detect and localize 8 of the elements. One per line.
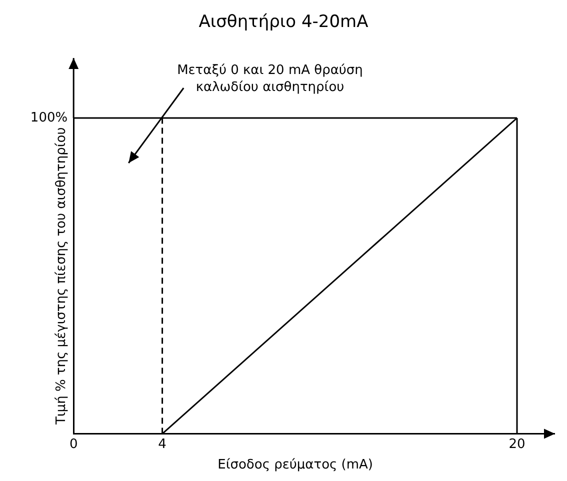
ref-line-label: 100%	[30, 110, 68, 126]
x-axis-title: Είσοδος ρεύματος (mA)	[218, 458, 373, 473]
x-tick-label: 4	[158, 436, 166, 452]
chart-title: Αισθητήριο 4-20mA	[198, 12, 370, 32]
text: Μεταξύ 0 και 20 mA θραύση καλωδίου αισθητηρίου	[176, 62, 364, 96]
x-tick-label: 20	[508, 436, 526, 452]
x-tick-label: 0	[69, 436, 78, 452]
y-axis-title: Τιμή % της μέγιστης πίεσης του αισθητηρίου	[54, 127, 70, 426]
